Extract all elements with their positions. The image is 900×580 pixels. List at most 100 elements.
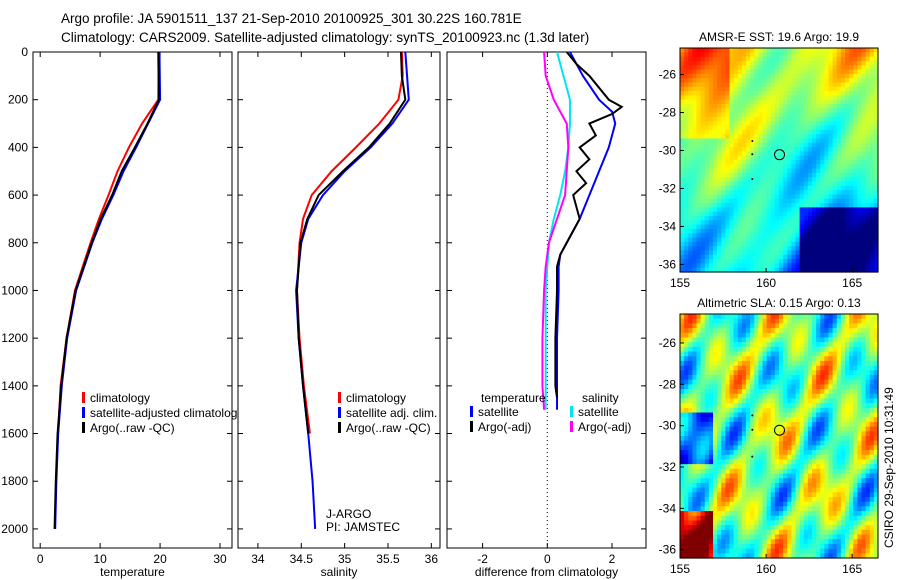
map-cell: [779, 337, 784, 343]
map-cell: [849, 95, 854, 101]
map-cell: [845, 220, 850, 226]
map-cell: [783, 515, 788, 522]
map-cell: [869, 95, 875, 101]
map-cell: [684, 421, 689, 428]
map-cell: [869, 91, 875, 96]
map-cell: [746, 529, 751, 536]
map-cell: [836, 440, 842, 446]
map-cell: [861, 164, 867, 170]
map-cell: [803, 328, 809, 334]
map-cell: [713, 534, 718, 540]
map-cell: [783, 403, 788, 409]
map-cell: [853, 254, 858, 260]
map-cell: [803, 220, 809, 226]
map-cell: [832, 459, 838, 465]
map-cell: [708, 459, 714, 465]
map-cell: [840, 259, 846, 264]
map-cell: [774, 155, 780, 161]
map-cell: [865, 421, 871, 428]
map-cell: [746, 246, 751, 252]
map-cell: [688, 375, 693, 381]
map-cell: [774, 52, 780, 58]
map-cell: [873, 172, 879, 178]
map-cell: [746, 398, 751, 404]
map-cell: [849, 267, 854, 273]
map-cell: [741, 342, 747, 348]
map-cell: [845, 473, 850, 479]
map-cell: [820, 177, 825, 183]
map-cell: [704, 314, 710, 320]
map-cell: [770, 497, 776, 503]
map-cell: [795, 365, 801, 371]
map-cell: [779, 78, 784, 84]
map-cell: [845, 125, 850, 131]
map-cell: [737, 389, 743, 395]
map-cell: [750, 181, 755, 187]
map-cell: [721, 190, 726, 196]
map-cell: [787, 138, 792, 144]
map-cell: [865, 129, 871, 135]
map-cell: [721, 233, 726, 239]
map-cell: [692, 332, 698, 339]
map-cell: [803, 323, 809, 329]
map-cell: [758, 125, 764, 131]
map-cell: [725, 78, 731, 84]
map-cell: [857, 412, 863, 418]
map-cell: [820, 520, 825, 526]
map-cell: [849, 216, 854, 221]
map-cell: [700, 211, 706, 217]
map-cell: [828, 445, 834, 451]
map-cell: [750, 440, 755, 446]
map-cell: [762, 220, 768, 226]
map-cell: [713, 501, 718, 507]
map-cell: [799, 216, 805, 221]
map-cell: [836, 539, 842, 545]
map-cell: [853, 86, 858, 92]
map-cell: [692, 142, 698, 148]
map-cell: [746, 211, 751, 217]
map-cell: [791, 134, 797, 140]
map-cell: [824, 426, 830, 432]
map-cell: [770, 468, 776, 475]
map-cell: [824, 86, 830, 92]
map-cell: [779, 539, 784, 545]
map-cell: [832, 351, 838, 357]
map-cell: [737, 241, 743, 247]
map-cell: [717, 138, 722, 144]
map-cell: [754, 267, 759, 273]
map-cell: [725, 112, 731, 118]
map-cell: [754, 203, 759, 208]
map-cell: [717, 342, 722, 348]
map-cell: [795, 450, 801, 456]
map-cell: [688, 254, 693, 260]
map-cell: [865, 539, 871, 545]
map-cell: [696, 237, 702, 243]
map-cell: [816, 267, 821, 273]
map-cell: [696, 207, 702, 213]
map-cell: [704, 194, 710, 200]
map-cell: [688, 259, 693, 264]
map-cell: [737, 497, 743, 503]
map-cell: [783, 436, 788, 442]
map-cell: [762, 259, 768, 264]
map-cell: [803, 237, 809, 243]
map-cell: [824, 506, 830, 512]
map-cell: [750, 233, 755, 239]
map-cell: [750, 65, 755, 71]
map-cell: [861, 412, 867, 418]
map-cell: [750, 160, 755, 165]
map-cell: [873, 99, 879, 105]
map-cell: [688, 241, 693, 247]
map-cell: [853, 172, 858, 178]
map-cell: [873, 52, 879, 58]
map-cell: [754, 379, 759, 385]
map-cell: [746, 104, 751, 109]
map-cell: [774, 164, 780, 170]
map-cell: [700, 389, 706, 395]
map-cell: [704, 332, 710, 339]
map-cell: [853, 160, 858, 165]
map-cell: [770, 73, 776, 79]
map-cell: [803, 412, 809, 418]
map-cell: [750, 464, 755, 470]
map-cell: [807, 464, 813, 470]
